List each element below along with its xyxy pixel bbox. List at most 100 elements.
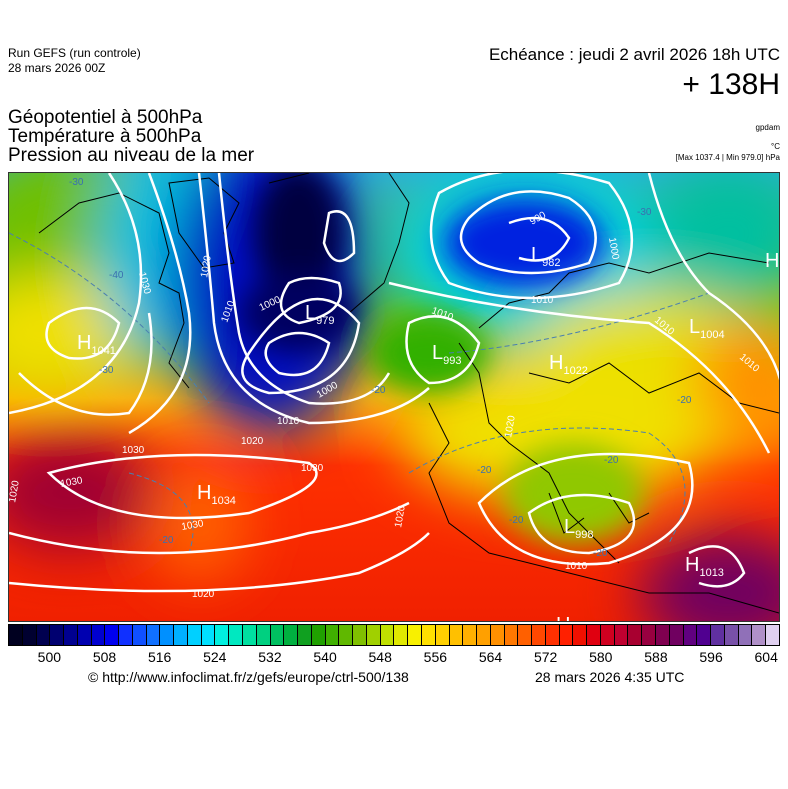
- map-canvas: 1030 1020 1010 1000 990 1000 1010 1010 1…: [9, 173, 779, 621]
- isobar-label: 1020: [393, 504, 408, 528]
- lead-time: + 138H: [682, 68, 780, 101]
- colorbar-cell: [298, 625, 312, 645]
- temperature-label: -20: [593, 548, 608, 559]
- colorbar-cell: [504, 625, 519, 645]
- colorbar-cell: [669, 625, 684, 645]
- colorbar-label: 596: [699, 649, 723, 665]
- colorbar-cell: [614, 625, 629, 645]
- isobar-label: 1010: [531, 295, 554, 306]
- colorbar-cell: [146, 625, 161, 645]
- generation-time: 28 mars 2026 4:35 UTC: [535, 669, 685, 685]
- colorbar-cell: [628, 625, 643, 645]
- pressure-center-low: L1004: [689, 316, 725, 341]
- colorbar-cell: [256, 625, 271, 645]
- pressure-center-high: H: [765, 250, 779, 272]
- colorbar-label: 540: [313, 649, 337, 665]
- colorbar-label: 500: [37, 649, 62, 665]
- pressure-center-high: H1041: [77, 332, 116, 357]
- isobar-label: 1000: [606, 237, 621, 261]
- colorbar-cell: [366, 625, 381, 645]
- temperature-label: -20: [371, 385, 386, 396]
- colorbar-cell: [215, 625, 230, 645]
- isobar-label: 1020: [503, 414, 518, 438]
- colorbar-cell: [711, 625, 725, 645]
- colorbar-cell: [9, 625, 23, 645]
- temperature-label: -20: [159, 535, 174, 546]
- colorbar-cell: [394, 625, 409, 645]
- colorbar-cell: [50, 625, 65, 645]
- pressure-centers: H1041 L979 L982 L993 H1022 L1004 H H1034…: [77, 244, 779, 621]
- colorbar-cell: [91, 625, 106, 645]
- isobar-label: 1030: [301, 463, 324, 474]
- colorbar-cell: [77, 625, 92, 645]
- field-units: gpdam °C [Max 1037.4 | Min 979.0] hPa: [676, 122, 780, 163]
- colorbar-label: 532: [258, 649, 282, 665]
- temperature-label: -30: [99, 365, 114, 376]
- colorbar-cell: [64, 625, 78, 645]
- colorbar-cell: [532, 625, 546, 645]
- colorbar-cell: [119, 625, 133, 645]
- colorbar-cell: [174, 625, 188, 645]
- colorbar-cell: [724, 625, 739, 645]
- colorbar-cell: [160, 625, 175, 645]
- colorbar-cell: [380, 625, 395, 645]
- pressure-center-low: L982: [531, 244, 560, 269]
- temperature-label: -20: [509, 515, 524, 526]
- temperature-label: -40: [109, 270, 124, 281]
- colorbar-cell: [642, 625, 656, 645]
- colorbar-label: 572: [533, 649, 558, 665]
- pressure-center-low: L979: [305, 302, 334, 327]
- temperature-label: -20: [604, 455, 619, 466]
- colorbar-cell: [559, 625, 574, 645]
- colorbar-cell: [339, 625, 354, 645]
- colorbar-cell: [229, 625, 244, 645]
- run-name: Run GEFS (run controle): [8, 46, 141, 60]
- colorbar-cell: [477, 625, 491, 645]
- colorbar: [8, 624, 780, 646]
- colorbar-cell: [22, 625, 37, 645]
- valid-time: Echéance : jeudi 2 avril 2026 18h UTC: [488, 45, 780, 64]
- temperature-label: -20: [677, 395, 692, 406]
- colorbar-cell: [463, 625, 478, 645]
- colorbar-cell: [270, 625, 285, 645]
- colorbar-cell: [752, 625, 767, 645]
- isobars: [9, 173, 779, 593]
- colorbar-cell: [421, 625, 436, 645]
- colorbar-cell: [132, 625, 147, 645]
- colorbar-cell: [655, 625, 670, 645]
- field-geopotential: Géopotentiel à 500hPa: [8, 107, 203, 128]
- isobar-label: 1030: [122, 445, 145, 456]
- field-pressure: Pression au niveau de la mer: [8, 145, 255, 166]
- colorbar-cell: [36, 625, 51, 645]
- colorbar-cell: [518, 625, 533, 645]
- colorbar-cell: [587, 625, 601, 645]
- pressure-center-low: L993: [432, 342, 461, 367]
- colorbar-cell: [105, 625, 120, 645]
- unit-temperature: °C: [771, 142, 780, 151]
- colorbar-cell: [284, 625, 299, 645]
- colorbar-cell: [325, 625, 340, 645]
- temperature-labels: -30 -40 -30 -20 -30 -20 -20 -20 -20 -20 …: [69, 177, 692, 559]
- pressure-center-low: L998: [564, 516, 593, 541]
- colorbar-cell: [243, 625, 257, 645]
- colorbar-cell: [187, 625, 202, 645]
- colorbar-label: 588: [644, 649, 668, 665]
- colorbar-label: 524: [203, 649, 227, 665]
- copyright-url: © http://www.infoclimat.fr/z/gefs/europe…: [88, 669, 409, 685]
- isobar-label: 1020: [199, 254, 214, 278]
- colorbar-cell: [738, 625, 753, 645]
- field-temperature: Température à 500hPa: [8, 126, 202, 147]
- field-titles: Géopotentiel à 500hPa Température à 500h…: [8, 108, 254, 165]
- colorbar-label: 556: [423, 649, 448, 665]
- isobar-label: 1020: [241, 436, 264, 447]
- isobar-label: 1010: [565, 561, 588, 572]
- colorbar-cell: [449, 625, 464, 645]
- colorbar-label: 508: [92, 649, 117, 665]
- colorbar-label: 548: [368, 649, 392, 665]
- isobar-label: 1030: [181, 518, 205, 533]
- colorbar-label: 604: [754, 649, 778, 665]
- colorbar-cell: [201, 625, 216, 645]
- isobar-label: 1020: [192, 589, 215, 600]
- colorbar-cell: [311, 625, 326, 645]
- colorbar-cell: [408, 625, 422, 645]
